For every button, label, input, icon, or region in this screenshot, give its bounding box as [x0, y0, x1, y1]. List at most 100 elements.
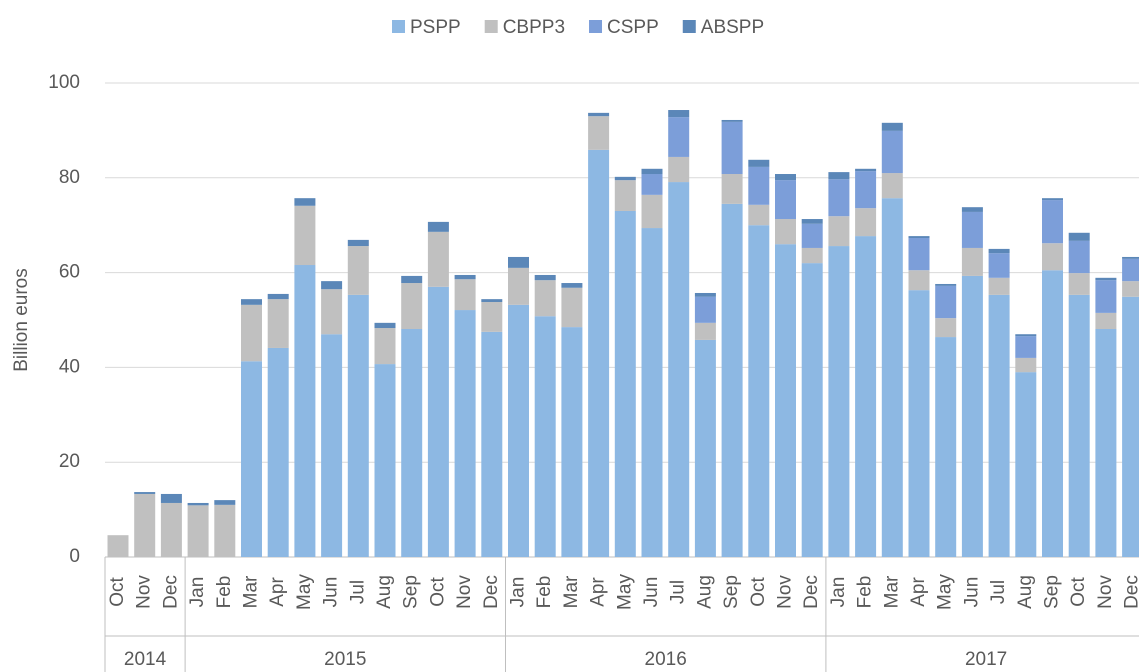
- bar-segment: [1122, 258, 1139, 282]
- x-tick-label: Jul: [988, 580, 1009, 604]
- bar-segment: [988, 248, 1010, 254]
- bar-segment: [1068, 273, 1090, 295]
- bar-segment: [961, 247, 983, 276]
- bar-segment: [401, 275, 423, 284]
- legend-label: CSPP: [607, 17, 659, 38]
- x-tick-label: Oct: [107, 577, 128, 607]
- bar-segment: [1068, 294, 1090, 557]
- x-tick-label: Aug: [374, 575, 395, 609]
- bar-segment: [614, 176, 636, 181]
- x-tick-label: Jan: [828, 577, 849, 608]
- bar-segment: [481, 331, 503, 557]
- x-tick-label: Dec: [481, 575, 502, 609]
- bar-segment: [374, 322, 396, 329]
- bar-segment: [1015, 336, 1037, 358]
- x-tick-label: Aug: [1015, 575, 1036, 609]
- x-tick-label: Feb: [534, 576, 555, 609]
- bar-segment: [321, 289, 343, 335]
- bar-segment: [347, 246, 369, 295]
- legend-swatch: [589, 20, 603, 33]
- x-tick-label: Apr: [267, 577, 288, 607]
- bar-segment: [694, 339, 716, 557]
- bar-segment: [374, 328, 396, 365]
- bar-segment: [588, 116, 610, 150]
- bar-segment: [160, 502, 182, 557]
- bar-segment: [881, 173, 903, 199]
- bar-segment: [855, 236, 877, 558]
- bar-segment: [908, 270, 930, 291]
- bar-segment: [614, 210, 636, 558]
- bar-segment: [187, 502, 209, 506]
- x-tick-label: Jan: [187, 577, 208, 608]
- y-tick-label: 60: [59, 262, 80, 283]
- bar-segment: [187, 505, 209, 557]
- bar-segment: [561, 283, 583, 288]
- bar-segment: [508, 267, 529, 305]
- bar-segment: [374, 364, 396, 557]
- bar-segment: [427, 231, 449, 287]
- bar-segment: [801, 223, 823, 248]
- x-tick-label: Apr: [588, 577, 609, 607]
- x-tick-label: Jul: [668, 580, 689, 604]
- bar-segment: [775, 244, 796, 557]
- bar-segment: [294, 265, 316, 557]
- bar-segment: [347, 294, 369, 557]
- bar-segment: [241, 304, 262, 362]
- group-label: 2017: [965, 649, 1007, 670]
- bar-segment: [1042, 200, 1063, 244]
- bar-segment: [427, 286, 449, 557]
- bar-segment: [1095, 280, 1117, 313]
- bar-segment: [107, 535, 129, 557]
- x-tick-label: Oct: [427, 577, 448, 607]
- bar-segment: [214, 504, 236, 557]
- x-tick-label: Dec: [1122, 575, 1139, 609]
- bar-segment: [508, 256, 529, 268]
- x-tick-label: Oct: [748, 577, 769, 607]
- bar-segment: [988, 294, 1010, 557]
- legend-label: PSPP: [410, 17, 461, 38]
- bar-segment: [668, 156, 690, 183]
- bar-segment: [961, 207, 983, 212]
- bar-segment: [801, 263, 823, 557]
- x-tick-label: Apr: [908, 577, 929, 607]
- bar-segment: [908, 237, 930, 271]
- bar-segment: [427, 221, 449, 232]
- bar-segment: [267, 293, 289, 300]
- x-tick-label: Jan: [508, 577, 529, 608]
- x-tick-label: Mar: [241, 575, 262, 608]
- bar-segment: [454, 279, 476, 311]
- x-tick-label: Feb: [855, 576, 876, 609]
- bar-segment: [775, 180, 796, 220]
- bar-segment: [828, 246, 850, 557]
- bar-segment: [214, 500, 236, 505]
- bar-segment: [908, 236, 930, 238]
- bar-segment: [641, 228, 663, 557]
- x-tick-label: May: [294, 574, 315, 610]
- bar-segment: [694, 296, 716, 323]
- bar-segment: [828, 179, 850, 217]
- bar-segment: [1042, 270, 1063, 557]
- bar-segment: [721, 203, 743, 557]
- x-tick-label: Dec: [801, 575, 822, 609]
- bar-segment: [828, 172, 850, 180]
- bar-segment: [1095, 277, 1117, 281]
- y-axis-label: Billion euros: [11, 268, 32, 372]
- bar-segment: [935, 285, 957, 319]
- group-label: 2014: [124, 649, 167, 670]
- bar-segment: [935, 318, 957, 338]
- bar-segment: [401, 329, 423, 557]
- bar-segment: [1042, 198, 1063, 201]
- y-tick-label: 100: [48, 72, 80, 93]
- bar-segment: [454, 310, 476, 557]
- bar-segment: [668, 182, 690, 558]
- bar-segment: [641, 194, 663, 229]
- bar-segment: [561, 327, 583, 557]
- bar-segment: [668, 110, 690, 118]
- bar-segment: [508, 304, 529, 557]
- bar-segment: [881, 130, 903, 174]
- bar-segment: [401, 283, 423, 330]
- bar-segment: [267, 347, 289, 557]
- bar-segment: [294, 198, 316, 206]
- bar-segment: [241, 361, 262, 557]
